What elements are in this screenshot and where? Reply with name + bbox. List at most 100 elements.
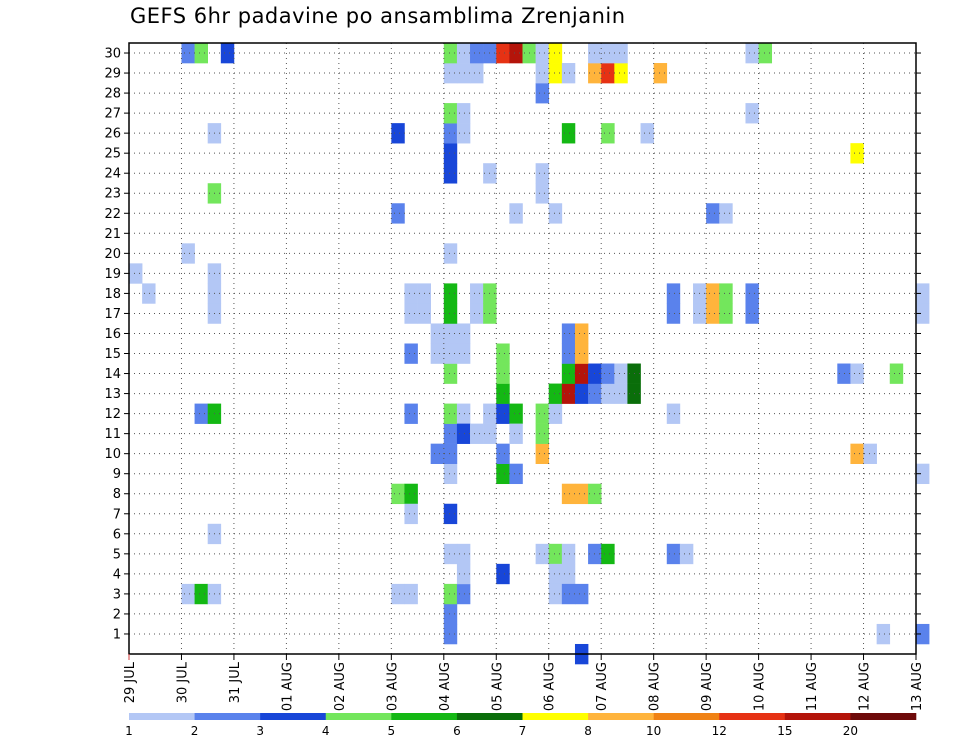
y-tick-label: 13 <box>104 387 121 402</box>
heatmap-cell <box>535 403 550 424</box>
heatmap-cell <box>561 63 576 84</box>
heatmap-cell <box>653 63 668 84</box>
heatmap-cell <box>509 423 523 444</box>
heatmap-cell <box>496 403 510 424</box>
y-tick-label: 27 <box>104 107 121 122</box>
heatmap-cell <box>404 283 418 304</box>
colorbar-segment <box>784 713 851 720</box>
heatmap-cell <box>443 243 458 264</box>
heatmap-cell <box>574 363 589 384</box>
heatmap-cell <box>548 43 563 64</box>
heatmap-cell <box>679 543 694 565</box>
heatmap-cell <box>548 543 563 565</box>
y-tick-label: 8 <box>113 487 121 502</box>
heatmap-cell <box>496 463 510 485</box>
heatmap-cell <box>496 383 510 404</box>
heatmap-cell <box>745 103 759 124</box>
heatmap-cell <box>456 343 471 364</box>
heatmap-cell <box>443 343 458 364</box>
y-tick-label: 29 <box>104 67 121 82</box>
y-tick-label: 3 <box>113 587 121 602</box>
colorbar-segment <box>719 713 786 720</box>
heatmap-cell <box>561 483 576 505</box>
x-tick-label: 05 AUG <box>490 662 505 711</box>
heatmap-cell <box>509 403 523 424</box>
heatmap-cell <box>443 543 458 565</box>
heatmap-cell <box>456 563 471 585</box>
colorbar-label: 2 <box>191 724 199 738</box>
grid-layer <box>129 43 916 654</box>
heatmap-cell <box>548 583 563 605</box>
heatmap-cell <box>129 263 143 284</box>
heatmap-cell <box>443 443 458 464</box>
heatmap-cell <box>443 363 458 384</box>
y-tick-label: 30 <box>104 47 121 62</box>
y-tick-label: 22 <box>104 207 121 222</box>
heatmap-cell <box>443 323 458 344</box>
heatmap-cell <box>850 443 864 464</box>
heatmap-cell <box>391 203 405 224</box>
heatmap-cell <box>706 303 720 324</box>
y-tick-label: 19 <box>104 267 121 282</box>
y-tick-label: 25 <box>104 147 121 162</box>
y-tick-label: 11 <box>104 427 121 442</box>
heatmap-cell <box>614 363 628 384</box>
heatmap-cell <box>666 283 681 304</box>
heatmap-cell <box>574 483 589 505</box>
heatmap-cell <box>561 343 576 364</box>
heatmap-cell <box>496 363 510 384</box>
y-tick-label: 12 <box>104 407 121 422</box>
heatmap-cell <box>443 303 458 324</box>
heatmap-cell <box>430 343 445 364</box>
heatmap-cell <box>470 63 484 84</box>
x-tick-label: 10 AUG <box>753 662 768 711</box>
heatmap-cell <box>443 603 458 625</box>
heatmap-cell <box>456 103 471 124</box>
heatmap-cell <box>535 443 550 464</box>
colorbar-segment <box>194 713 261 720</box>
heatmap-cell <box>745 303 759 324</box>
heatmap-cell <box>719 203 733 224</box>
heatmap-cell <box>496 43 510 64</box>
heatmap-cell <box>456 423 471 444</box>
x-tick-label: 31 JUL <box>228 661 243 703</box>
heatmap-cell <box>456 403 471 424</box>
heatmap-cell <box>391 483 405 505</box>
heatmap-cell <box>443 503 458 525</box>
heatmap-cell <box>535 543 550 565</box>
plot-frame <box>128 42 917 655</box>
heatmap-cell <box>889 363 904 384</box>
x-tick-label: 03 AUG <box>385 662 400 711</box>
heatmap-cell <box>391 583 405 605</box>
colorbar-label: 7 <box>519 724 527 738</box>
heatmap-cell <box>456 323 471 344</box>
heatmap-cell <box>850 143 864 164</box>
heatmap-cell <box>443 163 458 184</box>
colorbar-label: 15 <box>777 724 792 738</box>
y-tick-label: 23 <box>104 187 121 202</box>
heatmap-cell <box>535 83 550 104</box>
colorbar-label: 10 <box>646 724 661 738</box>
heatmap-cell <box>640 123 654 144</box>
heatmap-cell <box>601 63 615 84</box>
heatmap-cell <box>666 303 681 324</box>
colorbar-segment <box>260 713 327 720</box>
y-tick-label: 6 <box>113 527 121 542</box>
heatmap-cell <box>404 343 418 364</box>
colorbar-label: 8 <box>584 724 592 738</box>
x-tick-label: 12 AUG <box>858 662 873 711</box>
heatmap-cell <box>430 323 445 344</box>
heatmap-cell <box>614 63 628 84</box>
heatmap-cell <box>561 563 576 585</box>
colorbar: 1 2 3 4 5 6 7 8 10 12 15 20 <box>125 713 917 738</box>
heatmap-cell <box>548 63 563 84</box>
x-tick-label: 02 AUG <box>333 662 348 711</box>
heatmap-cell <box>601 543 615 565</box>
heatmap-cell <box>430 443 445 464</box>
y-tick-label: 17 <box>104 307 121 322</box>
y-tick-label: 20 <box>104 247 121 262</box>
heatmap-cell <box>456 543 471 565</box>
colorbar-label: 6 <box>453 724 461 738</box>
heatmap-cell <box>758 43 773 64</box>
